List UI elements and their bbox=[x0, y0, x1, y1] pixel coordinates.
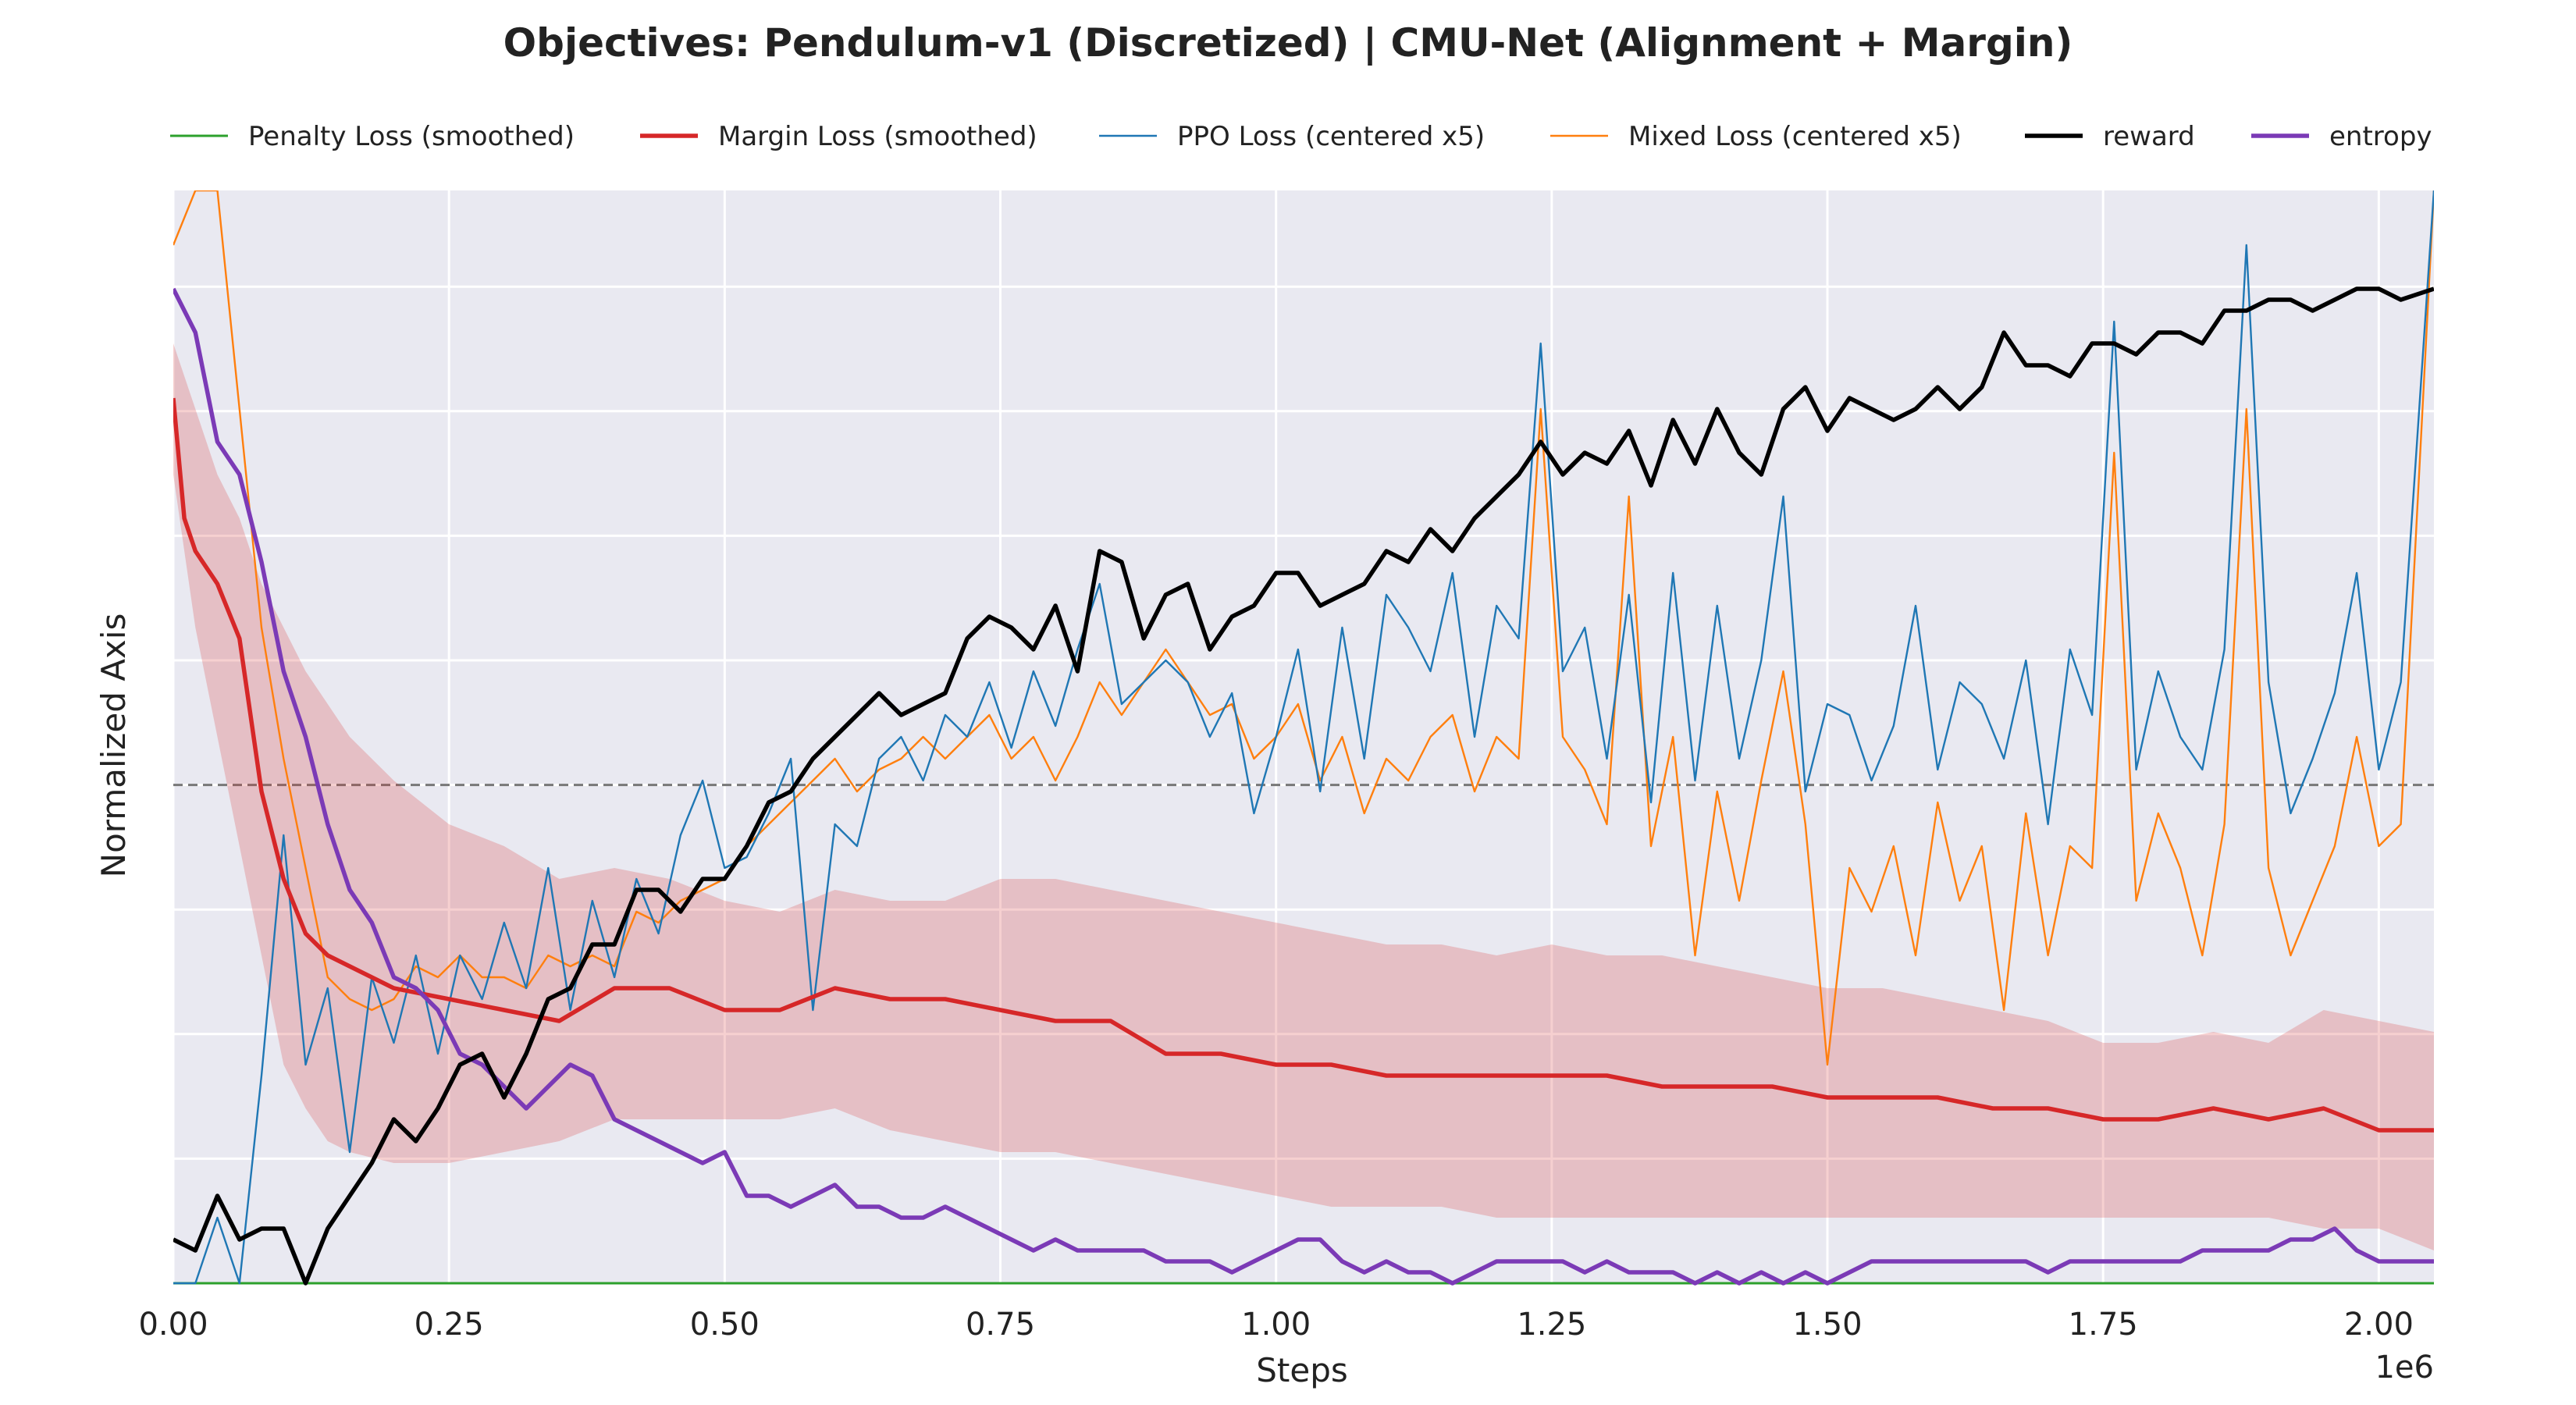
legend-item-penalty-loss-smoothed: Penalty Loss (smoothed) bbox=[170, 121, 575, 152]
plot-background bbox=[173, 190, 2434, 1283]
x-axis-label: Steps bbox=[1256, 1351, 1348, 1389]
series-line-reward bbox=[173, 286, 2434, 1286]
x-tick-label-4: 1.00 bbox=[1241, 1307, 1311, 1343]
legend-item-entropy: entropy bbox=[2251, 121, 2432, 152]
x-axis-scale-label: 1e6 bbox=[2375, 1350, 2434, 1385]
x-axis-ticks: 0.00 0.25 0.50 0.75 1.00 1.25 1.50 1.75 2.00 bbox=[138, 1307, 2413, 1343]
legend-item-ppo-loss-centered-x5: PPO Loss (centered x5) bbox=[1099, 121, 1485, 152]
x-tick-label-2: 0.50 bbox=[690, 1307, 760, 1343]
y-axis-label: Normalized Axis bbox=[94, 614, 133, 878]
legend-label: Margin Loss (smoothed) bbox=[718, 121, 1037, 152]
legend-label: Mixed Loss (centered x5) bbox=[1628, 121, 1962, 152]
legend-label: PPO Loss (centered x5) bbox=[1177, 121, 1485, 152]
x-tick-label-0: 0.00 bbox=[138, 1307, 208, 1343]
legend-label: entropy bbox=[2329, 121, 2432, 152]
series-line-entropy bbox=[173, 287, 2434, 1286]
x-tick-label-5: 1.25 bbox=[1517, 1307, 1586, 1343]
x-tick-label-3: 0.75 bbox=[966, 1307, 1035, 1343]
legend-label: Penalty Loss (smoothed) bbox=[248, 121, 575, 152]
legend-item-mixed-loss-centered-x5: Mixed Loss (centered x5) bbox=[1550, 121, 1962, 152]
x-tick-label-6: 1.50 bbox=[1792, 1307, 1862, 1343]
series-line-mixed-loss-centered-x5 bbox=[173, 190, 2434, 1066]
x-tick-label-7: 1.75 bbox=[2069, 1307, 2138, 1343]
series-line-ppo-loss-centered-x5 bbox=[173, 190, 2434, 1285]
series-line-margin-loss-smoothed bbox=[173, 397, 2434, 1133]
margin-loss-band bbox=[173, 343, 2434, 1250]
series-layer bbox=[173, 190, 2434, 1286]
chart-title: Objectives: Pendulum-v1 (Discretized) | … bbox=[503, 20, 2073, 66]
x-tick-label-8: 2.00 bbox=[2344, 1307, 2414, 1343]
x-tick-label-1: 0.25 bbox=[415, 1307, 484, 1343]
legend-item-reward: reward bbox=[2025, 121, 2195, 152]
legend: Penalty Loss (smoothed) Margin Loss (smoo… bbox=[170, 121, 2432, 152]
legend-label: reward bbox=[2103, 121, 2195, 152]
legend-item-margin-loss-smoothed: Margin Loss (smoothed) bbox=[640, 121, 1037, 152]
band-layer bbox=[173, 343, 2434, 1250]
